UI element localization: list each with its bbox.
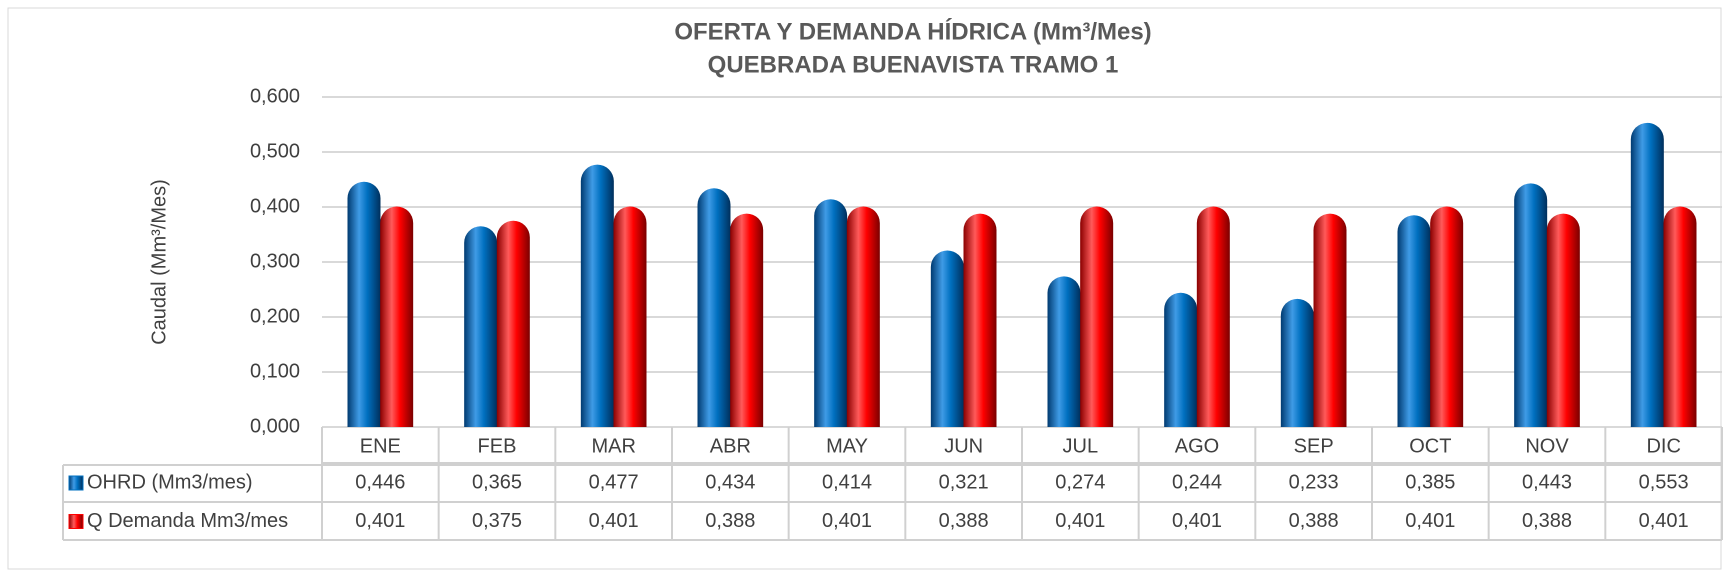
- data-label: 0,477: [589, 471, 639, 493]
- data-label: 0,401: [355, 510, 405, 532]
- y-tick-label: 0,000: [250, 415, 300, 437]
- data-label: 0,233: [1289, 471, 1339, 493]
- data-label: 0,274: [1055, 471, 1105, 493]
- x-tick-label: OCT: [1409, 435, 1451, 457]
- data-label: 0,553: [1639, 471, 1689, 493]
- bar: [1280, 298, 1314, 427]
- data-label: 0,401: [822, 510, 872, 532]
- y-tick-label: 0,200: [250, 305, 300, 327]
- bar: [930, 250, 964, 427]
- data-label: 0,388: [1522, 510, 1572, 532]
- bar: [697, 188, 731, 427]
- bar: [464, 226, 498, 427]
- bar: [846, 206, 880, 427]
- x-tick-label: MAY: [826, 435, 868, 457]
- data-label: 0,401: [1055, 510, 1105, 532]
- data-label: 0,321: [939, 471, 989, 493]
- x-tick-label: ENE: [360, 435, 401, 457]
- bar: [1080, 206, 1114, 427]
- data-label: 0,443: [1522, 471, 1572, 493]
- x-tick-label: DIC: [1646, 435, 1680, 457]
- bar: [814, 199, 848, 427]
- x-tick-label: AGO: [1175, 435, 1219, 457]
- bar: [1397, 215, 1431, 427]
- bar: [496, 220, 530, 427]
- data-label: 0,401: [1405, 510, 1455, 532]
- y-axis-label: Caudal (Mm³/Mes): [148, 179, 170, 345]
- data-label: 0,414: [822, 471, 872, 493]
- bar: [580, 164, 614, 427]
- data-label: 0,385: [1405, 471, 1455, 493]
- x-tick-label: SEP: [1294, 435, 1334, 457]
- bar: [1663, 206, 1697, 427]
- legend-swatch: [68, 475, 84, 491]
- bar: [1630, 122, 1664, 428]
- x-tick-label: FEB: [478, 435, 517, 457]
- data-label: 0,446: [355, 471, 405, 493]
- data-label: 0,388: [705, 510, 755, 532]
- bar: [963, 213, 997, 427]
- bar: [1313, 213, 1347, 427]
- legend-swatch: [68, 514, 84, 529]
- chart-title: OFERTA Y DEMANDA HÍDRICA (Mm³/Mes): [674, 17, 1151, 45]
- data-label: 0,388: [1289, 510, 1339, 532]
- bar: [613, 206, 647, 427]
- bar: [1164, 292, 1198, 427]
- x-tick-label: JUL: [1063, 435, 1099, 457]
- y-tick-label: 0,100: [250, 360, 300, 382]
- x-tick-label: JUN: [944, 435, 983, 457]
- bar: [730, 213, 764, 427]
- bar: [347, 181, 381, 427]
- bar: [1047, 276, 1081, 427]
- y-tick-label: 0,400: [250, 195, 300, 217]
- y-tick-label: 0,500: [250, 140, 300, 162]
- data-label: 0,388: [939, 510, 989, 532]
- data-label: 0,375: [472, 510, 522, 532]
- x-tick-label: NOV: [1525, 435, 1569, 457]
- bar: [380, 206, 414, 427]
- legend-label: Q Demanda Mm3/mes: [87, 510, 288, 532]
- data-label: 0,401: [1639, 510, 1689, 532]
- data-label: 0,365: [472, 471, 522, 493]
- bar: [1514, 183, 1548, 427]
- y-tick-label: 0,600: [250, 85, 300, 107]
- data-label: 0,401: [1172, 510, 1222, 532]
- bar: [1196, 206, 1230, 427]
- x-tick-label: ABR: [710, 435, 751, 457]
- bar: [1430, 206, 1464, 427]
- bar: [1546, 213, 1580, 427]
- x-tick-label: MAR: [591, 435, 635, 457]
- data-label: 0,434: [705, 471, 755, 493]
- data-label: 0,244: [1172, 471, 1222, 493]
- data-label: 0,401: [589, 510, 639, 532]
- legend-label: OHRD (Mm3/mes): [87, 471, 253, 493]
- chart-subtitle: QUEBRADA BUENAVISTA TRAMO 1: [708, 51, 1119, 78]
- chart-border: [7, 7, 1722, 570]
- y-tick-label: 0,300: [250, 250, 300, 272]
